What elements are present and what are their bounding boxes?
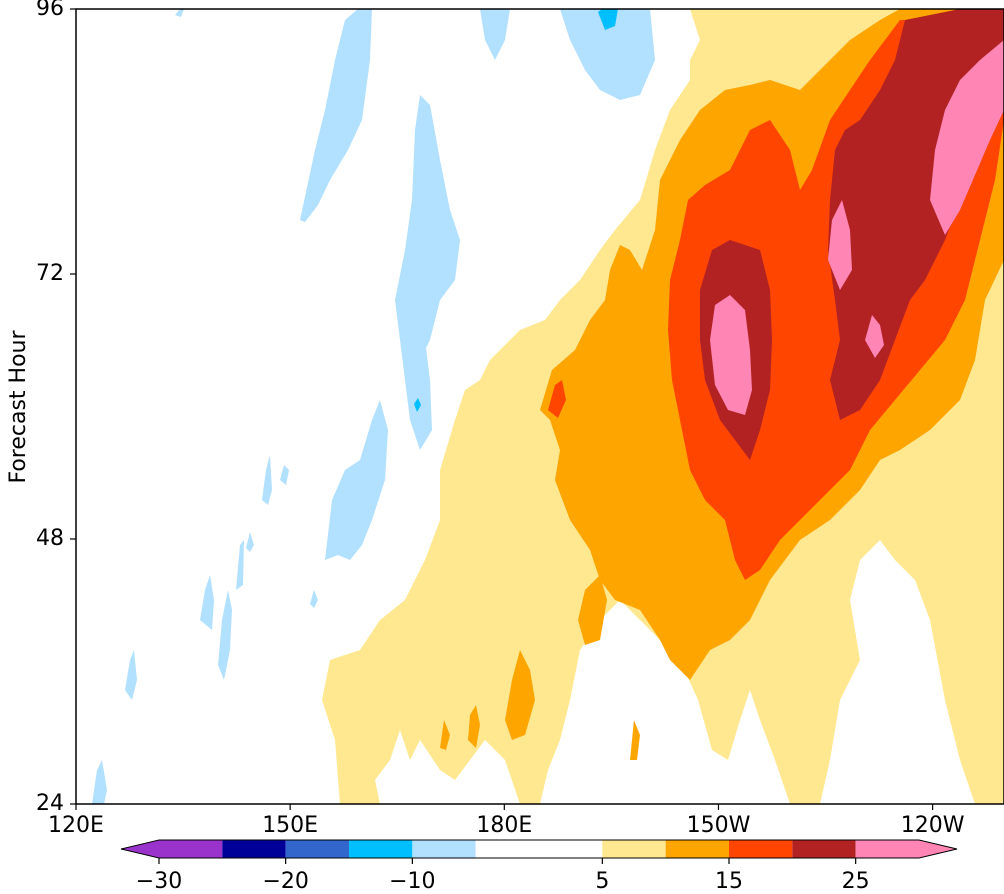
contour-field [92,9,1004,804]
positive-region-25 [865,315,884,358]
colorbar-tick-label: −20 [262,869,308,894]
colorbar-tick-label: 15 [715,869,743,894]
colorbar-segment [412,840,476,858]
positive-region-10-small [630,720,640,760]
negative-region [92,760,107,804]
positive-region-10-small [578,575,607,645]
x-tick-label: 180E [476,813,532,838]
colorbar-segment [602,840,666,858]
y-tick-label: 24 [36,791,64,816]
colorbar-segment [349,840,413,858]
x-tick-label: 150W [687,813,751,838]
positive-region-25 [930,40,1004,235]
positive-anomaly-regions [322,9,1004,804]
negative-region [246,532,254,552]
colorbar-extend-max [919,840,957,858]
colorbar-extend-min [121,840,159,858]
positive-region-25 [828,200,852,290]
negative-region [480,9,510,60]
negative-region [218,590,232,680]
colorbar-segment [792,840,856,858]
negative-core [414,398,421,412]
x-tick-label: 150E [262,813,318,838]
negative-region [310,590,318,608]
positive-region-15-small [548,380,566,418]
negative-core [598,9,618,30]
x-axis: 120E 150E 180E 150W 120W [48,804,965,838]
colorbar-segment [729,840,793,858]
negative-region [175,9,184,17]
colorbar-segment [285,840,349,858]
negative-region [325,400,388,560]
colorbar-tick-label: 5 [595,869,609,894]
negative-region [300,9,372,222]
x-tick-label: 120W [901,813,965,838]
y-tick-label: 72 [36,261,64,286]
positive-region-25 [710,295,752,415]
colorbar-segment [475,840,603,858]
y-axis-title: Forecast Hour [6,330,31,484]
negative-region [125,650,137,700]
negative-anomaly-regions [92,9,655,804]
positive-region-10-small [505,650,535,740]
colorbar-segment [159,840,223,858]
colorbar-segment [855,840,919,858]
negative-region [560,9,655,100]
colorbar-tick-label: −30 [136,869,182,894]
y-axis: 24 48 72 96 [36,0,76,816]
negative-region [200,575,214,630]
colorbar-segment [222,840,286,858]
colorbar-tick-label: −10 [389,869,435,894]
negative-region [236,540,244,590]
negative-region [395,95,460,360]
colorbar-segment [665,840,729,858]
colorbar: −30 −20 −10 5 15 25 [120,839,958,894]
y-tick-label: 48 [36,526,64,551]
colorbar-tick-label: 25 [842,869,870,894]
plot-frame [75,8,1004,805]
positive-region-10-small [468,705,480,748]
negative-region [395,300,432,450]
positive-region-10-small [440,720,450,750]
negative-region [262,455,272,505]
x-tick-label: 120E [48,813,104,838]
y-tick-label: 96 [36,0,64,21]
negative-region [280,465,289,485]
